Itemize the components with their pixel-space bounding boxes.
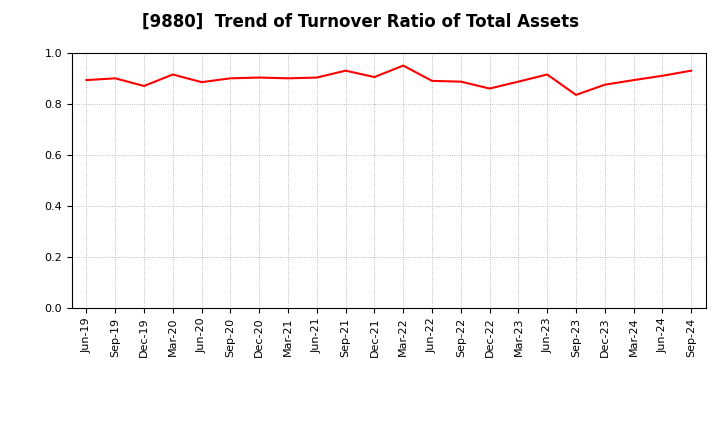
Text: [9880]  Trend of Turnover Ratio of Total Assets: [9880] Trend of Turnover Ratio of Total … [142,13,578,31]
